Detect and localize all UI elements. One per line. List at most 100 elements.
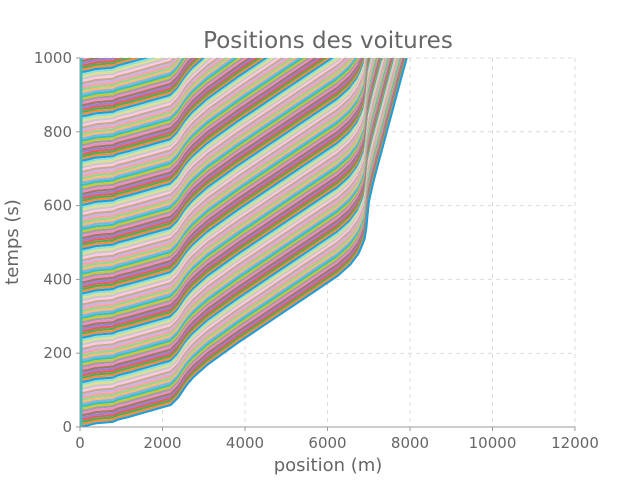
series-line [80,58,134,70]
series-line [80,58,289,176]
series-line [80,58,259,156]
series-line [80,58,82,59]
series-line [80,58,361,236]
series-line [80,58,272,165]
series-line [80,58,318,196]
series-line [80,58,292,178]
series-line [80,43,113,48]
series-line [80,58,118,65]
series-line [80,58,165,79]
series-line [80,58,236,141]
series-line [80,58,177,85]
x-tick-label: 0 [75,434,85,452]
series-line [80,58,188,101]
series-line [80,58,182,92]
series-line [80,60,370,287]
series-line [80,58,325,201]
series-line [80,58,126,68]
series-line [80,58,341,212]
series-line [80,58,370,282]
series-line [80,58,208,121]
series-line [80,58,369,271]
series-line [80,58,366,249]
series-line [80,58,186,99]
series-line [80,58,198,112]
series-line [80,58,364,243]
y-tick-label: 1000 [34,49,72,67]
series-line [80,58,233,139]
series-line [80,58,360,234]
series-line [80,58,196,110]
x-tick-label: 8000 [391,434,429,452]
series-line [80,58,308,189]
series-line [80,58,224,132]
series-line [80,58,335,207]
series-line [80,58,218,127]
series-line [80,58,312,192]
series-line [80,45,130,55]
y-tick-label: 800 [43,123,72,141]
series-line [80,58,203,116]
series-line [80,58,142,72]
series-line [80,58,227,134]
x-tick-label: 12000 [551,434,599,452]
chart-title: Positions des voitures [203,28,453,54]
series-line [80,58,230,136]
series-line [80,58,279,170]
x-tick-label: 2000 [143,434,181,452]
series-line [80,58,354,225]
series-line [80,58,328,203]
series-line [80,58,353,223]
series-line [80,58,269,163]
series-line [80,58,214,125]
series-line [80,58,370,285]
series-line [80,58,211,123]
ticks: 0 2000 4000 6000 8000 10000 12000 0 200 400 600 800… [34,49,599,452]
series-line [80,58,365,245]
series-line [80,43,118,50]
series-line [80,58,322,198]
series-line [80,58,252,152]
series-line [80,58,369,267]
series-line [80,58,157,77]
series-line [80,58,282,172]
series-line [80,58,348,218]
series-group [80,43,408,427]
series-line [80,58,194,108]
series-line [80,58,183,94]
series-line [80,58,190,103]
series-line [80,58,370,278]
series-line [80,58,367,251]
series-line [80,58,369,274]
series-line [80,58,343,214]
series-line [80,58,338,209]
series-line [80,58,201,114]
y-tick-label: 200 [43,344,72,362]
series-line [80,58,299,183]
series-line [80,58,149,74]
series-line [80,58,362,238]
series-line [80,58,332,205]
series-line [80,58,239,143]
series-line [80,58,285,174]
series-line [80,58,192,105]
series-line [80,58,305,187]
series-line [80,58,368,260]
series-line [80,46,118,53]
series-line [80,58,356,227]
series-line [80,44,88,46]
series-line [80,58,242,145]
series-line [80,58,346,216]
series-line [80,58,370,280]
y-tick-label: 0 [62,418,72,436]
series-line [80,58,302,185]
series-line [80,58,262,158]
series-line [80,58,181,90]
series-line [80,58,367,254]
series-line [80,58,174,83]
series-line [80,58,256,154]
series-line [80,58,172,81]
series-line [80,58,246,147]
series-line [80,58,179,88]
